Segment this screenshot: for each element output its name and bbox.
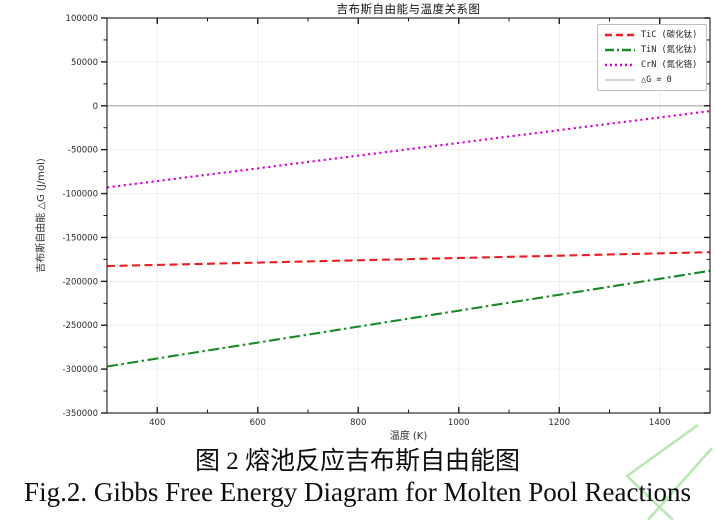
legend-line-sample [605,33,635,37]
legend-item: CrN (氮化铬) [604,58,702,72]
y-axis-label: 吉布斯自由能 △G (J/mol) [34,158,47,273]
legend-line-sample [605,63,635,67]
caption-english: Fig.2. Gibbs Free Energy Diagram for Mol… [24,477,691,507]
y-tick-label: -150000 [62,233,98,243]
x-tick-label: 600 [250,418,266,428]
x-tick-label: 400 [149,418,165,428]
legend-line-sample [605,79,635,81]
legend-label: CrN (氮化铬) [641,60,698,70]
x-tick-label: 1000 [448,418,470,428]
series-line-dashed [106,251,711,268]
legend-item: △G = 0 [604,73,702,87]
y-tick-label: -250000 [62,321,98,331]
legend-label: TiN (氮化钛) [641,45,698,55]
legend: TiC (碳化钛) TiN (氮化钛) CrN (氮化铬) △G = 0 [597,24,707,91]
y-tick-label: -350000 [62,409,98,419]
legend-label: TiC (碳化钛) [641,30,698,40]
legend-label: △G = 0 [641,75,672,85]
y-tick-label: -50000 [68,146,98,156]
x-axis-label: 温度 (K) [390,429,428,442]
y-tick-label: -300000 [62,365,98,375]
y-tick-label: 100000 [66,14,98,24]
legend-line-sample [605,48,635,52]
caption-chinese: 图 2 熔池反应吉布斯自由能图 [194,448,520,475]
legend-item: TiC (碳化钛) [604,28,702,42]
y-tick-label: 0 [93,102,98,112]
x-tick-label: 1200 [548,418,570,428]
legend-item: TiN (氮化钛) [604,43,702,57]
series-line-dashdot [106,269,711,368]
x-tick-label: 800 [350,418,366,428]
y-tick-label: -100000 [62,190,98,200]
series-line-dotted [106,110,711,189]
y-tick-label: 50000 [71,58,98,68]
plot-svg: 400 600 800 1000 1200 1400 -350000 -300000 -2500… [34,14,711,442]
y-tick-label: -200000 [62,277,98,287]
chart-title: 吉布斯自由能与温度关系图 [336,2,481,16]
x-tick-label: 1400 [649,418,671,428]
